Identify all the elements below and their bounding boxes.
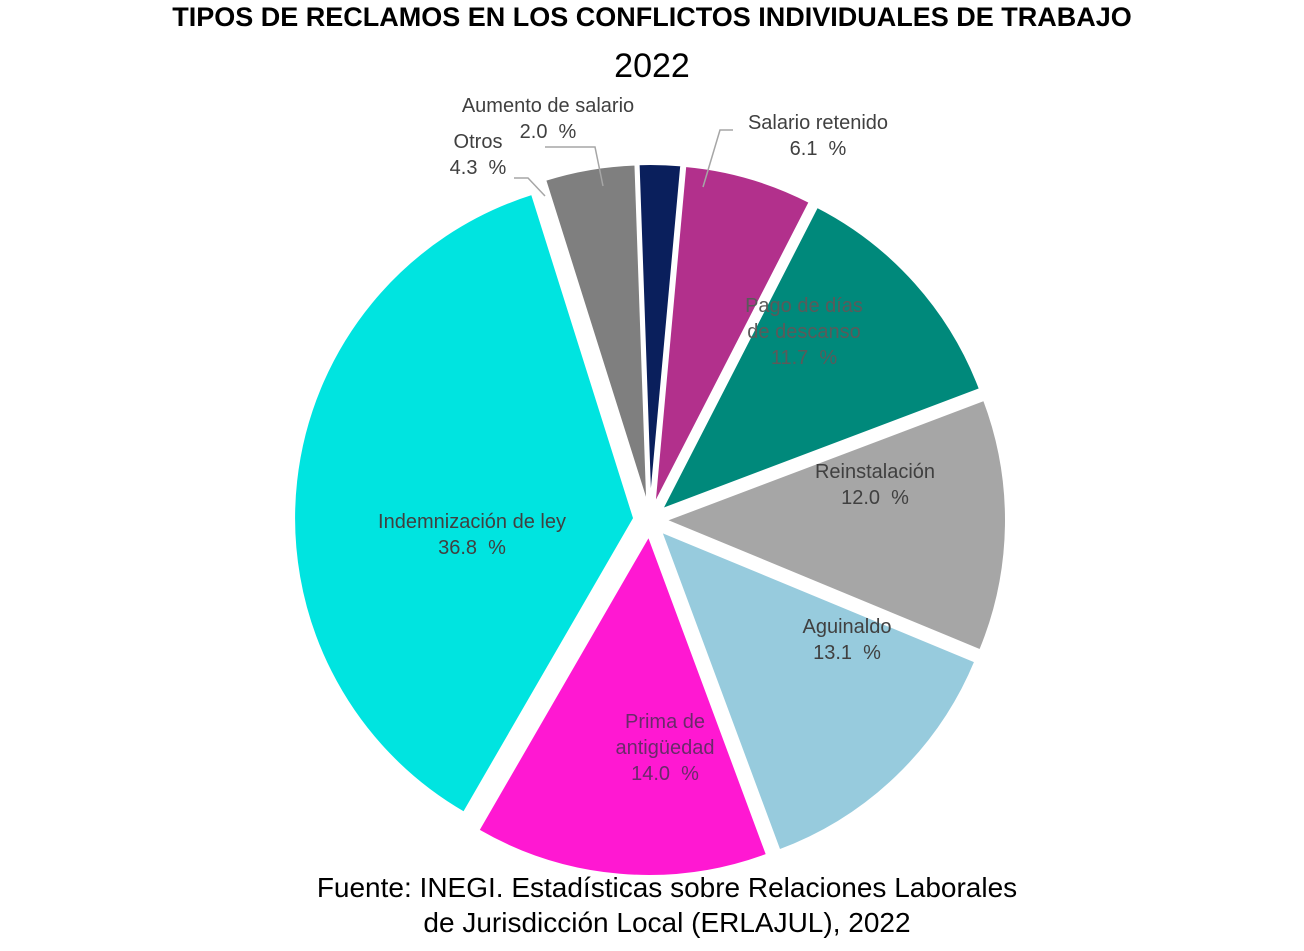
pie-labels: Aumento de salario 2.0 % Salario retenido 6… bbox=[378, 95, 935, 785]
slice-label-otros: Otros 4.3 % bbox=[450, 131, 507, 179]
slice-label-aumento-de-salario: Aumento de salario 2.0 % bbox=[462, 95, 634, 143]
chart-title: TIPOS DE RECLAMOS EN LOS CONFLICTOS INDI… bbox=[172, 2, 1132, 32]
leader-line-aumento-de-salario bbox=[545, 146, 604, 187]
pie-slice-pago-de-dias-de-descanso bbox=[659, 205, 982, 512]
slice-label-indemnizacion-de-ley: Indemnización de ley 36.8 % bbox=[378, 511, 566, 559]
slice-label-aguinaldo: Aguinaldo 13.1 % bbox=[803, 616, 892, 664]
leader-line-otros bbox=[514, 177, 546, 197]
slice-label-reinstalacion: Reinstalación 12.0 % bbox=[815, 461, 935, 509]
pie-slice-indemnizacion-de-ley bbox=[293, 192, 636, 814]
chart-subtitle: 2022 bbox=[614, 47, 690, 85]
slice-label-prima-de-antiguedad: Prima de antigüedad 14.0 % bbox=[616, 711, 715, 785]
slice-label-salario-retenido: Salario retenido 6.1 % bbox=[748, 112, 888, 160]
pie-slice-reinstalacion bbox=[663, 398, 1007, 652]
pie-slice-aguinaldo bbox=[659, 529, 977, 852]
pie-slice-otros bbox=[543, 163, 649, 505]
leader-line-salario-retenido bbox=[702, 129, 733, 188]
pie-slice-prima-de-antiguedad bbox=[477, 533, 769, 877]
pie-slices bbox=[293, 163, 1007, 877]
pie-slice-aumento-de-salario bbox=[637, 163, 683, 505]
source-note-line-1: Fuente: INEGI. Estadísticas sobre Relaci… bbox=[316, 872, 1018, 903]
source-note-line-2: de Jurisdicción Local (ERLAJUL), 2022 bbox=[423, 907, 911, 938]
pie-slice-salario-retenido bbox=[653, 164, 812, 506]
slice-label-pago-de-dias-de-descanso: Pago de días de descanso 11.7 % bbox=[745, 295, 863, 369]
